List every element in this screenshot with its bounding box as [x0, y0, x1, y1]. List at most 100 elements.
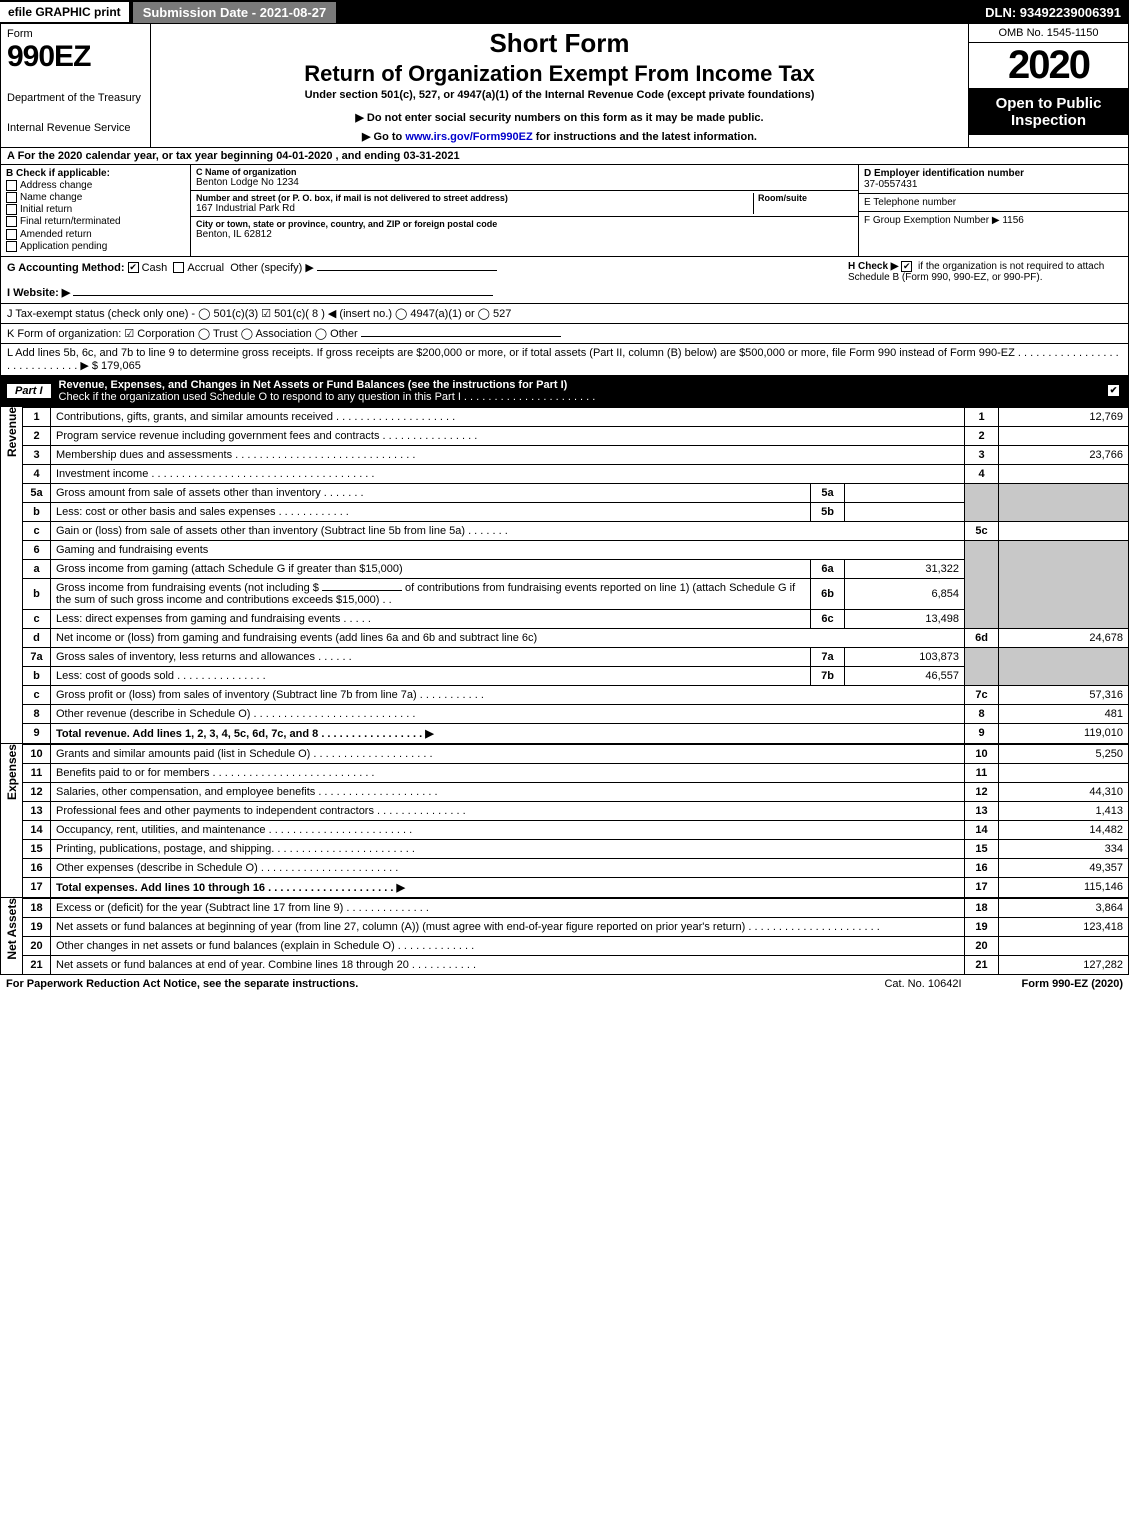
- line-7a: 7aGross sales of inventory, less returns…: [23, 647, 1129, 666]
- chk-name-change[interactable]: Name change: [6, 192, 185, 203]
- org-name: Benton Lodge No 1234: [196, 177, 853, 188]
- revenue-side-label: Revenue: [0, 407, 22, 744]
- room-label: Room/suite: [758, 193, 853, 203]
- chk-address-change[interactable]: Address change: [6, 180, 185, 191]
- address-label: Number and street (or P. O. box, if mail…: [196, 193, 753, 203]
- website-input[interactable]: [73, 295, 493, 296]
- part-1-check[interactable]: [1108, 385, 1122, 397]
- line-11: 11Benefits paid to or for members . . . …: [23, 763, 1129, 782]
- dept-treasury: Department of the Treasury: [7, 92, 144, 104]
- cat-number: Cat. No. 10642I: [884, 978, 961, 990]
- row-l: L Add lines 5b, 6c, and 7b to line 9 to …: [0, 344, 1129, 376]
- form-number: 990EZ: [7, 40, 144, 74]
- ein-value: 37-0557431: [864, 179, 1123, 190]
- rows-g-h-i: G Accounting Method: Cash Accrual Other …: [0, 257, 1129, 304]
- line-6c: cLess: direct expenses from gaming and f…: [23, 609, 1129, 628]
- ssn-note: ▶ Do not enter social security numbers o…: [157, 111, 962, 124]
- line-12: 12Salaries, other compensation, and empl…: [23, 782, 1129, 801]
- submission-date: Submission Date - 2021-08-27: [133, 2, 337, 23]
- line-15: 15Printing, publications, postage, and s…: [23, 839, 1129, 858]
- goto-post: for instructions and the latest informat…: [533, 131, 757, 143]
- org-other-input[interactable]: [361, 336, 561, 337]
- expenses-section: Expenses 10Grants and similar amounts pa…: [0, 744, 1129, 898]
- line-6: 6Gaming and fundraising events: [23, 540, 1129, 559]
- row-a-tax-year: A For the 2020 calendar year, or tax yea…: [0, 148, 1129, 165]
- org-name-label: C Name of organization: [196, 167, 853, 177]
- line-8: 8Other revenue (describe in Schedule O) …: [23, 704, 1129, 723]
- row-h: H Check ▶ if the organization is not req…: [842, 261, 1122, 299]
- address-row: Number and street (or P. O. box, if mail…: [191, 191, 858, 217]
- phone-row: E Telephone number: [859, 194, 1128, 212]
- goto-link[interactable]: www.irs.gov/Form990EZ: [405, 131, 532, 143]
- part-1-title: Revenue, Expenses, and Changes in Net As…: [59, 379, 596, 403]
- line-16: 16Other expenses (describe in Schedule O…: [23, 858, 1129, 877]
- col-b: B Check if applicable: Address change Na…: [1, 165, 191, 256]
- chk-application-pending[interactable]: Application pending: [6, 241, 185, 252]
- city-row: City or town, state or province, country…: [191, 217, 858, 242]
- net-assets-side-label: Net Assets: [0, 898, 22, 975]
- revenue-section: Revenue 1Contributions, gifts, grants, a…: [0, 407, 1129, 744]
- dln: DLN: 93492239006391: [985, 5, 1129, 20]
- chk-cash[interactable]: [128, 262, 139, 273]
- line-10: 10Grants and similar amounts paid (list …: [23, 744, 1129, 763]
- under-section: Under section 501(c), 527, or 4947(a)(1)…: [157, 89, 962, 101]
- line-7c: cGross profit or (loss) from sales of in…: [23, 685, 1129, 704]
- line-1: 1Contributions, gifts, grants, and simil…: [23, 407, 1129, 426]
- open-inspection: Open to Public Inspection: [969, 89, 1128, 135]
- line-13: 13Professional fees and other payments t…: [23, 801, 1129, 820]
- line-5a: 5aGross amount from sale of assets other…: [23, 483, 1129, 502]
- address: 167 Industrial Park Rd: [196, 203, 753, 214]
- top-bar: efile GRAPHIC print Submission Date - 20…: [0, 0, 1129, 24]
- line-9: 9Total revenue. Add lines 1, 2, 3, 4, 5c…: [23, 723, 1129, 743]
- chk-accrual[interactable]: [173, 262, 184, 273]
- expenses-table: 10Grants and similar amounts paid (list …: [22, 744, 1129, 898]
- line-21: 21Net assets or fund balances at end of …: [23, 955, 1129, 974]
- line-17: 17Total expenses. Add lines 10 through 1…: [23, 877, 1129, 897]
- tax-year: 2020: [969, 43, 1128, 89]
- gross-receipts: 179,065: [101, 360, 141, 372]
- main-title: Return of Organization Exempt From Incom…: [157, 61, 962, 87]
- line-7b: bLess: cost of goods sold . . . . . . . …: [23, 666, 1129, 685]
- line-18: 18Excess or (deficit) for the year (Subt…: [23, 898, 1129, 917]
- line-3: 3Membership dues and assessments . . . .…: [23, 445, 1129, 464]
- group-exemption-row: F Group Exemption Number ▶ 1156: [859, 212, 1128, 229]
- phone-label: E Telephone number: [864, 197, 1123, 208]
- header-right: OMB No. 1545-1150 2020 Open to Public In…: [968, 24, 1128, 147]
- chk-final-return[interactable]: Final return/terminated: [6, 216, 185, 227]
- footer: For Paperwork Reduction Act Notice, see …: [0, 975, 1129, 993]
- line-6d: dNet income or (loss) from gaming and fu…: [23, 628, 1129, 647]
- line-14: 14Occupancy, rent, utilities, and mainte…: [23, 820, 1129, 839]
- line-19: 19Net assets or fund balances at beginni…: [23, 917, 1129, 936]
- col-def: D Employer identification number 37-0557…: [858, 165, 1128, 256]
- header-left: Form 990EZ Department of the Treasury In…: [1, 24, 151, 147]
- line-4: 4Investment income . . . . . . . . . . .…: [23, 464, 1129, 483]
- chk-initial-return[interactable]: Initial return: [6, 204, 185, 215]
- revenue-table: 1Contributions, gifts, grants, and simil…: [22, 407, 1129, 744]
- ein-label: D Employer identification number: [864, 168, 1123, 179]
- header-center: Short Form Return of Organization Exempt…: [151, 24, 968, 147]
- omb-number: OMB No. 1545-1150: [969, 24, 1128, 43]
- part-1-label: Part I: [7, 384, 51, 398]
- org-name-row: C Name of organization Benton Lodge No 1…: [191, 165, 858, 191]
- ein-row: D Employer identification number 37-0557…: [859, 165, 1128, 194]
- net-assets-table: 18Excess or (deficit) for the year (Subt…: [22, 898, 1129, 975]
- accounting-other-input[interactable]: [317, 270, 497, 271]
- form-label: Form: [7, 28, 144, 40]
- line-5c: cGain or (loss) from sale of assets othe…: [23, 521, 1129, 540]
- efile-label[interactable]: efile GRAPHIC print: [0, 2, 129, 22]
- form-ref: Form 990-EZ (2020): [1022, 978, 1123, 990]
- city-label: City or town, state or province, country…: [196, 219, 853, 229]
- net-assets-section: Net Assets 18Excess or (deficit) for the…: [0, 898, 1129, 975]
- form-header: Form 990EZ Department of the Treasury In…: [0, 24, 1129, 148]
- group-exemption-label: F Group Exemption Number ▶: [864, 215, 1000, 226]
- line-6b: bGross income from fundraising events (n…: [23, 578, 1129, 609]
- rows-b-to-f: B Check if applicable: Address change Na…: [0, 165, 1129, 257]
- expenses-side-label: Expenses: [0, 744, 22, 898]
- chk-amended-return[interactable]: Amended return: [6, 229, 185, 240]
- col-c: C Name of organization Benton Lodge No 1…: [191, 165, 858, 256]
- line-6a: aGross income from gaming (attach Schedu…: [23, 559, 1129, 578]
- chk-schedule-b[interactable]: [901, 261, 912, 272]
- paperwork-notice: For Paperwork Reduction Act Notice, see …: [6, 978, 358, 990]
- short-form-title: Short Form: [157, 28, 962, 59]
- line-20: 20Other changes in net assets or fund ba…: [23, 936, 1129, 955]
